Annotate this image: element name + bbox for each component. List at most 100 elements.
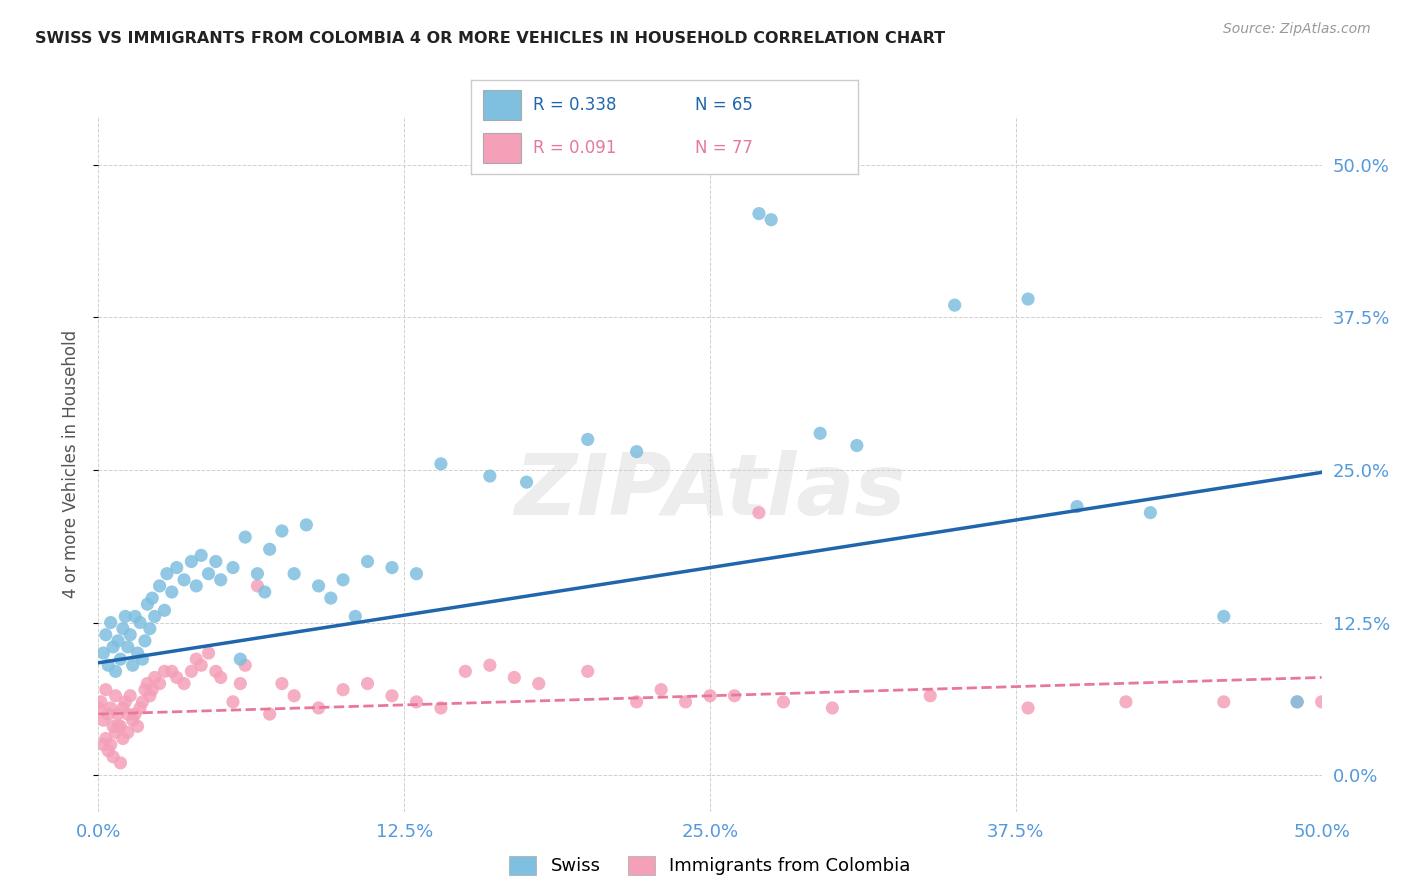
Point: [131, 652, 153, 666]
Point: [209, 670, 232, 684]
Point: [101, 719, 124, 733]
FancyBboxPatch shape: [482, 133, 522, 162]
Text: SWISS VS IMMIGRANTS FROM COLOMBIA 4 OR MORE VEHICLES IN HOUSEHOLD CORRELATION CH: SWISS VS IMMIGRANTS FROM COLOMBIA 4 OR M…: [35, 31, 945, 46]
Point: [173, 676, 195, 690]
Point: [97, 658, 120, 673]
Point: [87, 701, 110, 715]
Point: [259, 707, 281, 722]
Point: [149, 579, 172, 593]
Point: [748, 506, 770, 520]
Point: [160, 585, 183, 599]
Text: Source: ZipAtlas.com: Source: ZipAtlas.com: [1223, 22, 1371, 37]
Point: [136, 676, 159, 690]
Point: [222, 695, 245, 709]
Point: [110, 652, 132, 666]
Text: ZIPAtlas: ZIPAtlas: [515, 450, 905, 533]
Point: [1066, 500, 1088, 514]
Point: [381, 560, 404, 574]
Point: [160, 665, 183, 679]
Point: [180, 554, 202, 568]
Point: [139, 689, 162, 703]
Point: [97, 707, 120, 722]
Point: [283, 689, 305, 703]
FancyBboxPatch shape: [482, 89, 522, 120]
Point: [1286, 695, 1309, 709]
Point: [149, 676, 172, 690]
Point: [259, 542, 281, 557]
Point: [111, 731, 134, 746]
Point: [180, 665, 202, 679]
Point: [1212, 695, 1234, 709]
Point: [121, 713, 143, 727]
Point: [699, 689, 721, 703]
Point: [253, 585, 276, 599]
Point: [141, 682, 163, 697]
Point: [94, 731, 117, 746]
Point: [772, 695, 794, 709]
Point: [920, 689, 942, 703]
Point: [723, 689, 745, 703]
Point: [120, 628, 142, 642]
Point: [675, 695, 697, 709]
Point: [107, 633, 129, 648]
Point: [845, 438, 868, 452]
Point: [1286, 695, 1309, 709]
Point: [100, 701, 122, 715]
Text: R = 0.338: R = 0.338: [533, 95, 616, 113]
Point: [104, 725, 127, 739]
Point: [295, 517, 318, 532]
Point: [91, 738, 114, 752]
Point: [332, 573, 354, 587]
Point: [229, 652, 252, 666]
Point: [1310, 695, 1333, 709]
Point: [503, 670, 526, 684]
Point: [111, 622, 134, 636]
Point: [308, 701, 330, 715]
Point: [101, 749, 124, 764]
Point: [576, 665, 599, 679]
Point: [943, 298, 966, 312]
Point: [186, 579, 208, 593]
Point: [129, 701, 152, 715]
Point: [121, 658, 143, 673]
Point: [233, 530, 256, 544]
Point: [270, 676, 294, 690]
Point: [143, 609, 166, 624]
Point: [166, 670, 188, 684]
Point: [100, 738, 122, 752]
Point: [454, 665, 477, 679]
Point: [205, 554, 228, 568]
Point: [381, 689, 404, 703]
Point: [332, 682, 354, 697]
Point: [1017, 701, 1039, 715]
Point: [104, 689, 127, 703]
Point: [110, 719, 132, 733]
Point: [139, 622, 162, 636]
Point: [344, 609, 367, 624]
Point: [173, 573, 195, 587]
Y-axis label: 4 or more Vehicles in Household: 4 or more Vehicles in Household: [62, 330, 80, 598]
Point: [94, 628, 117, 642]
Point: [104, 665, 127, 679]
Point: [190, 658, 212, 673]
Point: [124, 707, 146, 722]
Point: [110, 756, 132, 770]
Point: [100, 615, 122, 630]
Point: [430, 701, 453, 715]
Point: [186, 652, 208, 666]
Point: [134, 633, 156, 648]
Point: [246, 566, 269, 581]
Point: [90, 695, 112, 709]
Point: [197, 646, 219, 660]
Point: [246, 579, 269, 593]
Point: [143, 670, 166, 684]
Point: [761, 212, 783, 227]
Point: [319, 591, 342, 606]
Point: [515, 475, 537, 490]
Point: [153, 665, 176, 679]
Point: [270, 524, 294, 538]
Point: [283, 566, 305, 581]
Point: [576, 433, 599, 447]
Point: [153, 603, 176, 617]
Point: [308, 579, 330, 593]
